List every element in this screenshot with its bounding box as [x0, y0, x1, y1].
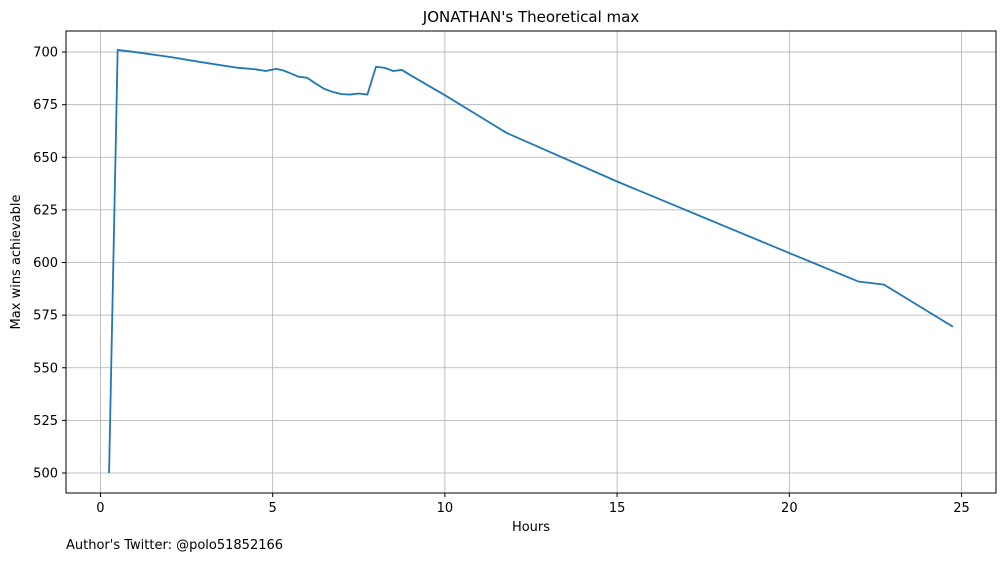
y-tick-label: 650 [33, 151, 58, 166]
author-footnote: Author's Twitter: @polo51852166 [66, 538, 284, 553]
y-tick-label: 600 [33, 256, 58, 271]
x-tick-label: 0 [96, 501, 104, 516]
y-tick-label: 500 [33, 467, 58, 482]
y-tick-label: 525 [33, 414, 58, 429]
grid-lines [66, 31, 996, 493]
y-tick-label: 700 [33, 46, 58, 61]
y-axis-label: Max wins achievable [9, 195, 24, 330]
y-tick-label: 625 [33, 203, 58, 218]
chart-title: JONATHAN's Theoretical max [422, 8, 640, 26]
data-series [108, 49, 954, 474]
x-tick-label: 5 [269, 501, 277, 516]
x-tick-label: 25 [953, 501, 970, 516]
y-tick-label: 550 [33, 361, 58, 376]
axis-ticks: 0 5 10 15 20 25 500 525 550 575 600 625 650 675 700 [33, 46, 970, 516]
y-tick-label: 575 [33, 309, 58, 324]
x-tick-label: 15 [609, 501, 626, 516]
x-tick-label: 10 [437, 501, 454, 516]
series-line [108, 49, 954, 474]
plot-frame [65, 30, 997, 494]
y-tick-label: 675 [33, 98, 58, 113]
x-tick-label: 20 [781, 501, 798, 516]
x-axis-label: Hours [512, 520, 550, 535]
